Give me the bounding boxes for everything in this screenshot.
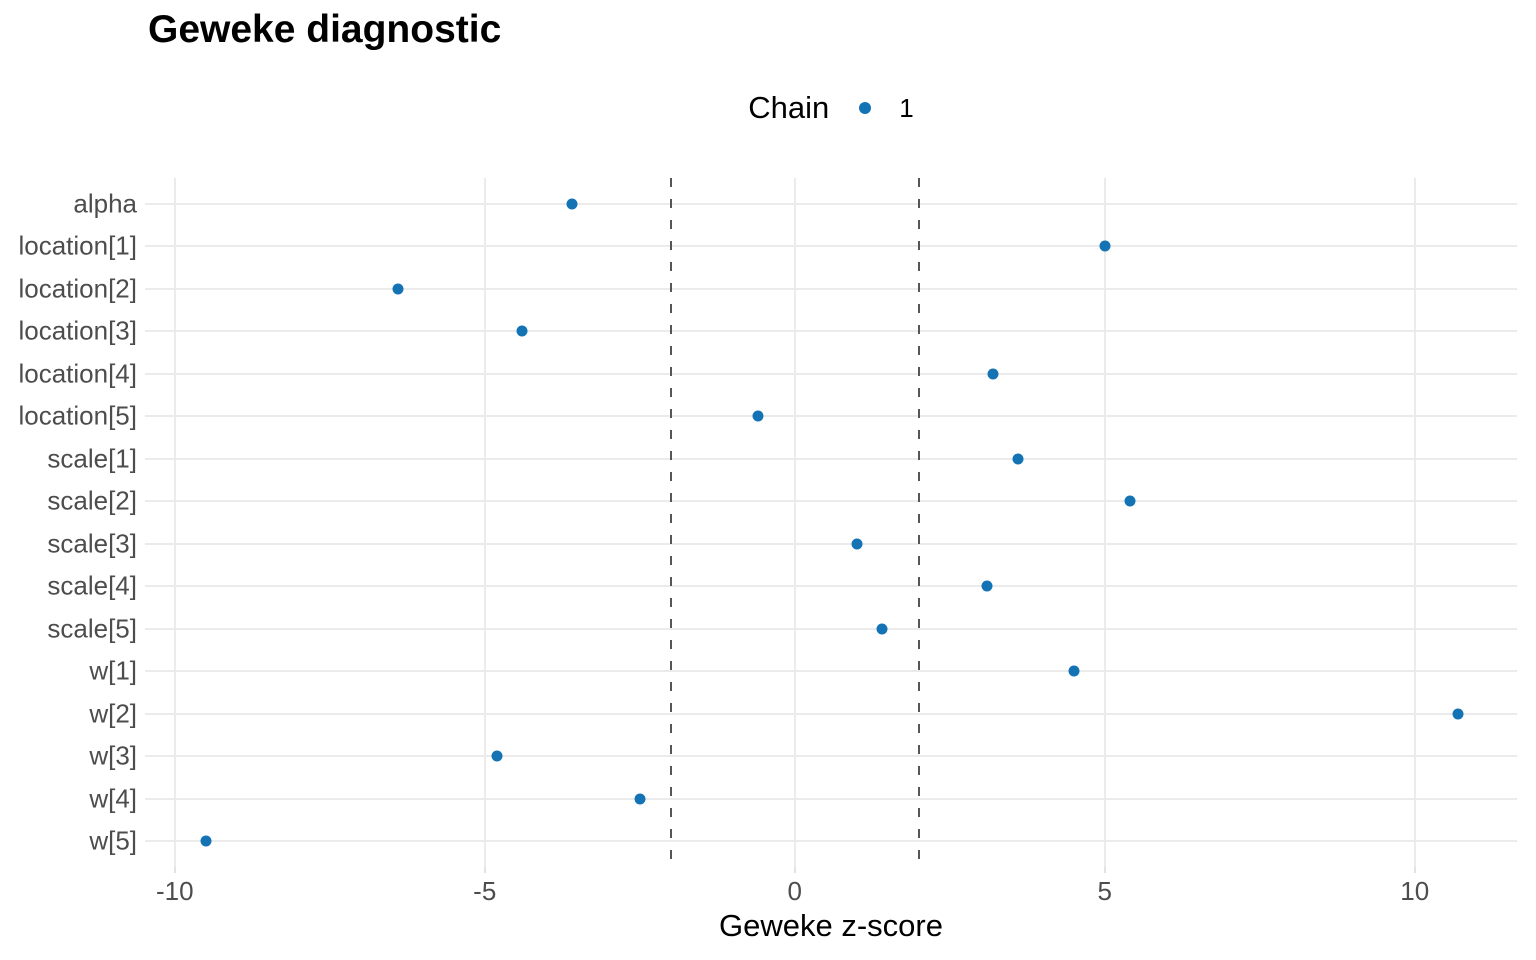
plot-panel bbox=[145, 178, 1517, 867]
gridline-horizontal bbox=[145, 245, 1517, 248]
x-axis-tick bbox=[173, 867, 176, 873]
reference-line bbox=[917, 178, 920, 867]
y-axis-tick-label: location[2] bbox=[18, 273, 137, 304]
x-axis-tick bbox=[483, 867, 486, 873]
gridline-horizontal bbox=[145, 500, 1517, 503]
data-point bbox=[981, 580, 993, 592]
gridline-vertical bbox=[173, 178, 176, 867]
x-axis-title: Geweke z-score bbox=[719, 908, 943, 943]
gridline-vertical bbox=[483, 178, 486, 867]
x-axis-tick-label: 10 bbox=[1400, 876, 1430, 906]
y-axis-tick-label: scale[1] bbox=[47, 443, 137, 474]
gridline-horizontal bbox=[145, 372, 1517, 375]
y-axis-tick-label: location[1] bbox=[18, 230, 137, 261]
data-point bbox=[752, 410, 764, 422]
plot-title: Geweke diagnostic bbox=[148, 8, 502, 51]
x-axis-tick bbox=[793, 867, 796, 873]
reference-line bbox=[669, 178, 672, 867]
x-axis-tick-label: 5 bbox=[1097, 876, 1112, 906]
y-axis-tick-label: w[5] bbox=[89, 825, 137, 856]
x-axis-tick-label: -10 bbox=[155, 876, 194, 906]
y-axis-tick-label: location[3] bbox=[18, 315, 137, 346]
x-axis-tick bbox=[1413, 867, 1416, 873]
y-axis-tick-label: scale[5] bbox=[47, 613, 137, 644]
gridline-horizontal bbox=[145, 755, 1517, 758]
data-point bbox=[491, 750, 503, 762]
y-axis-tick-label: location[4] bbox=[18, 358, 137, 389]
data-point bbox=[516, 325, 528, 337]
y-axis-tick-label: w[4] bbox=[89, 783, 137, 814]
data-point bbox=[566, 198, 578, 210]
data-point bbox=[876, 623, 888, 635]
gridline-horizontal bbox=[145, 627, 1517, 630]
y-axis-tick-label: w[1] bbox=[89, 655, 137, 686]
data-point bbox=[634, 793, 646, 805]
gridline-horizontal bbox=[145, 287, 1517, 290]
gridline-horizontal bbox=[145, 712, 1517, 715]
data-point bbox=[987, 368, 999, 380]
gridline-horizontal bbox=[145, 840, 1517, 843]
gridline-horizontal bbox=[145, 797, 1517, 800]
gridline-vertical bbox=[1413, 178, 1416, 867]
gridline-horizontal bbox=[145, 542, 1517, 545]
y-axis-tick-label: scale[4] bbox=[47, 570, 137, 601]
data-point bbox=[200, 835, 212, 847]
data-point bbox=[1099, 240, 1111, 252]
y-axis-tick-label: location[5] bbox=[18, 400, 137, 431]
y-axis-tick-label: scale[3] bbox=[47, 528, 137, 559]
gridline-horizontal bbox=[145, 670, 1517, 673]
x-axis-tick-label: 0 bbox=[787, 876, 802, 906]
legend-point-icon bbox=[859, 102, 872, 114]
legend: Chain 1 bbox=[126, 88, 1536, 128]
data-point bbox=[1124, 495, 1136, 507]
y-axis-tick-label: w[2] bbox=[89, 698, 137, 729]
x-axis-tick-label: -5 bbox=[473, 876, 497, 906]
gridline-horizontal bbox=[145, 330, 1517, 333]
gridline-vertical bbox=[793, 178, 796, 867]
data-point bbox=[1012, 453, 1024, 465]
data-point bbox=[1452, 708, 1464, 720]
y-axis-tick-label: scale[2] bbox=[47, 485, 137, 516]
gridline-vertical bbox=[1103, 178, 1106, 867]
data-point bbox=[851, 538, 863, 550]
y-axis-tick-label: alpha bbox=[73, 188, 137, 219]
legend-title: Chain bbox=[748, 90, 830, 125]
x-axis-tick bbox=[1103, 867, 1106, 873]
gridline-horizontal bbox=[145, 457, 1517, 460]
y-axis-tick-label: w[3] bbox=[89, 740, 137, 771]
gridline-horizontal bbox=[145, 202, 1517, 205]
gridline-horizontal bbox=[145, 415, 1517, 418]
data-point bbox=[392, 283, 404, 295]
gridline-horizontal bbox=[145, 585, 1517, 588]
data-point bbox=[1068, 665, 1080, 677]
legend-item-label: 1 bbox=[899, 92, 914, 123]
